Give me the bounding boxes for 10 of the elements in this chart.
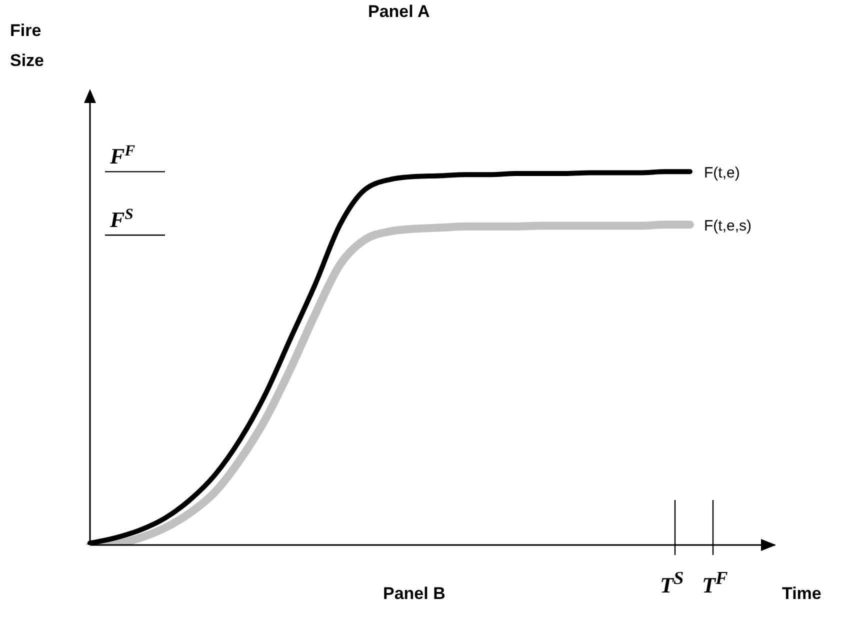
- text: T$^{S}$: [660, 568, 684, 598]
- text: T$^{F}$: [702, 568, 728, 598]
- text: Fire Size: [10, 20, 46, 72]
- chart-title: Panel A: [368, 2, 430, 22]
- text: Time: [782, 584, 822, 604]
- ref-line-label: F$^{S}$: [109, 206, 134, 232]
- series-label: F(t,e,s): [704, 218, 752, 235]
- text: Panel B: [383, 584, 446, 604]
- ref-line-label: F$^{F}$: [109, 142, 136, 169]
- series-label: F(t,e): [704, 164, 740, 182]
